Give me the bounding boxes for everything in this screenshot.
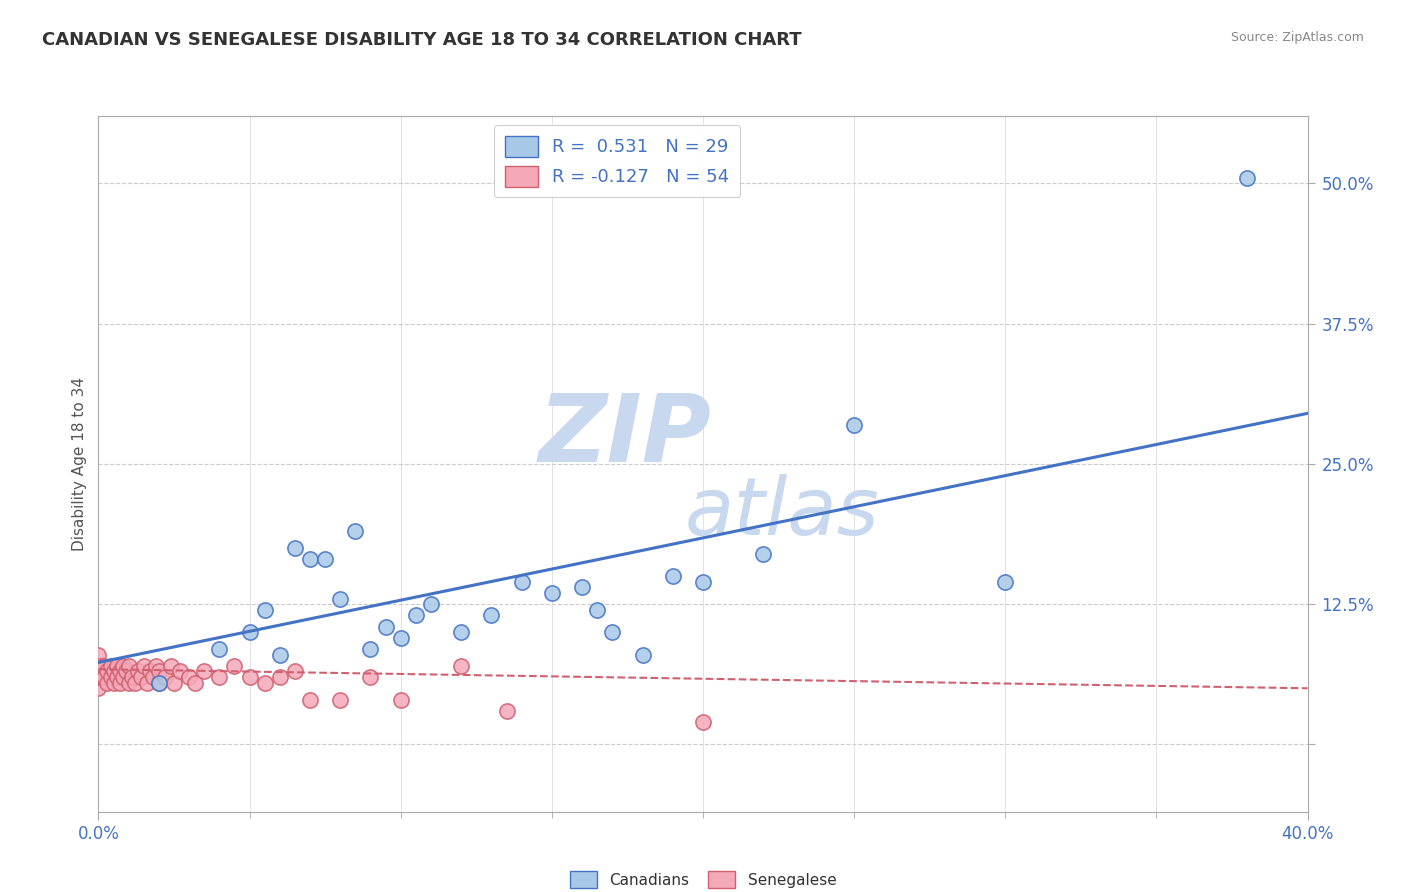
Point: [1236, 170, 1258, 185]
Point: [118, 658, 141, 673]
Point: [586, 603, 609, 617]
Point: [108, 665, 131, 679]
Point: [145, 658, 167, 673]
Point: [121, 670, 143, 684]
Point: [208, 670, 231, 684]
Point: [419, 597, 441, 611]
Point: [329, 692, 352, 706]
Point: [111, 658, 134, 673]
Point: [450, 625, 472, 640]
Point: [602, 625, 624, 640]
Point: [540, 586, 562, 600]
Point: [661, 569, 683, 583]
Point: [239, 670, 262, 684]
Point: [163, 675, 186, 690]
Point: [114, 665, 136, 679]
Point: [329, 591, 352, 606]
Point: [129, 670, 152, 684]
Point: [269, 648, 291, 662]
Point: [253, 603, 276, 617]
Point: [844, 417, 866, 432]
Point: [135, 675, 157, 690]
Point: [692, 574, 714, 589]
Point: [208, 642, 231, 657]
Point: [118, 675, 141, 690]
Point: [87, 681, 110, 696]
Point: [374, 619, 396, 633]
Text: ZIP: ZIP: [538, 390, 711, 482]
Point: [631, 648, 654, 662]
Point: [148, 675, 170, 690]
Point: [994, 574, 1017, 589]
Point: [132, 658, 155, 673]
Point: [105, 670, 128, 684]
Point: [184, 675, 207, 690]
Text: Source: ZipAtlas.com: Source: ZipAtlas.com: [1230, 31, 1364, 45]
Y-axis label: Disability Age 18 to 34: Disability Age 18 to 34: [72, 376, 87, 551]
Point: [481, 608, 503, 623]
Point: [103, 665, 125, 679]
Point: [93, 670, 115, 684]
Point: [127, 665, 149, 679]
Point: [314, 552, 336, 566]
Point: [96, 675, 118, 690]
Point: [90, 670, 112, 684]
Point: [269, 670, 291, 684]
Text: atlas: atlas: [685, 474, 879, 551]
Point: [108, 675, 131, 690]
Point: [389, 631, 412, 645]
Point: [284, 541, 307, 555]
Point: [139, 665, 162, 679]
Point: [253, 675, 276, 690]
Point: [153, 670, 176, 684]
Point: [93, 658, 115, 673]
Point: [100, 670, 122, 684]
Point: [510, 574, 533, 589]
Point: [87, 670, 110, 684]
Point: [142, 670, 165, 684]
Point: [148, 675, 170, 690]
Point: [344, 524, 367, 538]
Point: [105, 658, 128, 673]
Point: [450, 658, 472, 673]
Point: [160, 658, 183, 673]
Point: [571, 580, 593, 594]
Point: [495, 704, 517, 718]
Point: [87, 648, 110, 662]
Point: [360, 642, 382, 657]
Text: CANADIAN VS SENEGALESE DISABILITY AGE 18 TO 34 CORRELATION CHART: CANADIAN VS SENEGALESE DISABILITY AGE 18…: [42, 31, 801, 49]
Point: [177, 670, 201, 684]
Point: [360, 670, 382, 684]
Point: [224, 658, 246, 673]
Point: [111, 670, 134, 684]
Point: [239, 625, 262, 640]
Point: [284, 665, 307, 679]
Point: [299, 552, 322, 566]
Point: [100, 658, 122, 673]
Point: [148, 665, 170, 679]
Point: [96, 665, 118, 679]
Point: [692, 714, 714, 729]
Point: [124, 675, 146, 690]
Point: [193, 665, 215, 679]
Point: [103, 675, 125, 690]
Point: [169, 665, 191, 679]
Point: [752, 547, 775, 561]
Point: [299, 692, 322, 706]
Point: [405, 608, 427, 623]
Point: [87, 658, 110, 673]
Point: [90, 658, 112, 673]
Point: [389, 692, 412, 706]
Legend: Canadians, Senegalese: Canadians, Senegalese: [564, 864, 842, 892]
